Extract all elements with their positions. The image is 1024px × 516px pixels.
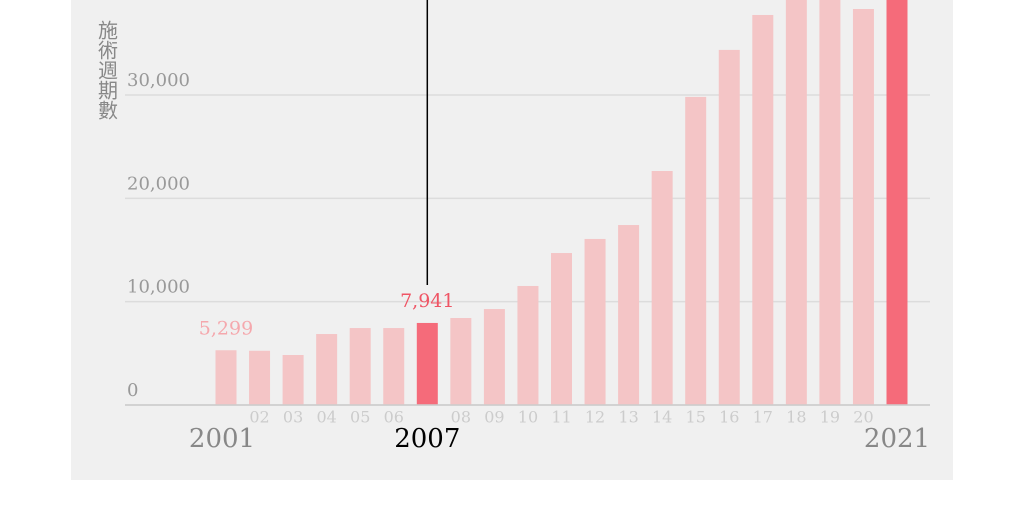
- bar: [886, 0, 908, 405]
- x-tick-label: 11: [551, 408, 571, 427]
- y-axis-label-text: 施術週期數: [95, 20, 119, 120]
- x-tick-label: 06: [384, 408, 404, 427]
- x-tick-label: 08: [451, 408, 471, 427]
- bar: [282, 354, 304, 405]
- bar: [215, 350, 237, 405]
- bar: [651, 170, 673, 405]
- x-tick-label: 20: [853, 408, 873, 427]
- y-axis-label: 施術週期數: [95, 20, 119, 120]
- bar: [383, 328, 405, 405]
- x-tick-label: 18: [786, 408, 806, 427]
- x-tick-label: 09: [484, 408, 504, 427]
- x-tick-label: 2021: [864, 424, 930, 454]
- value-label: 5,299: [199, 317, 253, 339]
- bar: [450, 318, 472, 405]
- bar: [618, 225, 640, 405]
- bar: [316, 334, 338, 405]
- bar: [584, 238, 606, 405]
- x-tick-label: 17: [753, 408, 773, 427]
- x-tick-label: 02: [249, 408, 269, 427]
- x-tick-label: 13: [618, 408, 638, 427]
- y-tick-label: 30,000: [127, 70, 190, 91]
- bar: [852, 8, 874, 405]
- x-tick-label: 05: [350, 408, 370, 427]
- y-tick-label: 10,000: [127, 277, 190, 298]
- bar: [349, 328, 371, 405]
- bars: [215, 0, 908, 406]
- x-tick-label: 14: [652, 408, 672, 427]
- bar: [685, 96, 707, 406]
- bar: [416, 322, 438, 405]
- bar: [752, 14, 774, 406]
- x-tick-label: 12: [585, 408, 605, 427]
- x-tick-label: 03: [283, 408, 303, 427]
- x-tick-label: 15: [686, 408, 706, 427]
- bar: [551, 253, 572, 405]
- x-tick-label: 19: [820, 408, 840, 427]
- bar: [249, 350, 271, 405]
- value-label: 7,941: [400, 290, 454, 312]
- x-tick-label: 10: [518, 408, 538, 427]
- bar: [483, 309, 505, 405]
- x-tick-label: 2001: [189, 424, 255, 454]
- bar: [819, 0, 841, 405]
- x-tick-label: 04: [316, 408, 336, 427]
- x-tick-label: 2007: [394, 424, 460, 454]
- bar: [517, 285, 539, 405]
- x-tick-label: 16: [719, 408, 739, 427]
- y-tick-label: 0: [127, 380, 138, 401]
- bar: [785, 0, 807, 406]
- y-tick-label: 20,000: [127, 173, 190, 194]
- bar: [718, 49, 740, 405]
